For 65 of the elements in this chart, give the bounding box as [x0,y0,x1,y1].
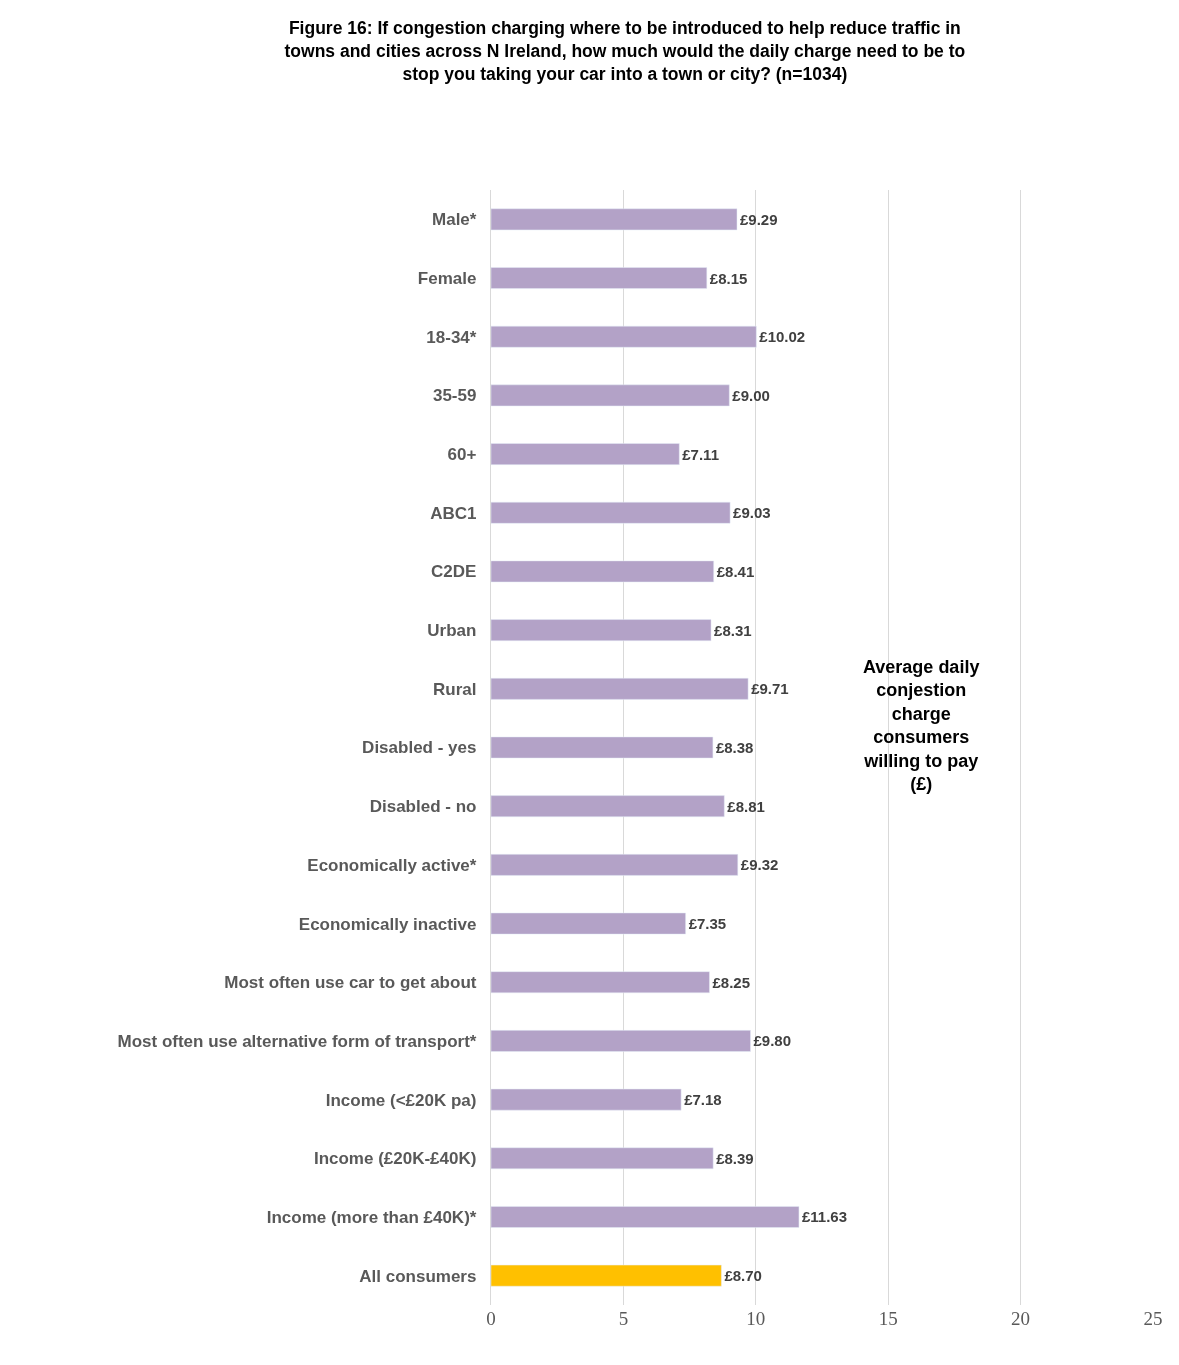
bar [491,1206,800,1228]
y-tick-label: Income (more than £40K)* [266,1207,477,1227]
data-label: £8.81 [727,797,765,815]
x-tick-label: 5 [618,1308,629,1329]
chart-title: Figure 16: If congestion charging where to be introduced to help reduce traffic in towns and cities across N Ireland, how much would the daily charge need to be to stop you taking your car into a town or city? (n=1034) [284,18,966,84]
data-label: £9.32 [740,856,779,874]
bar [491,501,731,524]
bar [491,325,757,348]
x-tick-label: 0 [486,1308,496,1329]
x-tick-label: 15 [878,1308,898,1329]
data-label: £8.39 [716,1149,754,1167]
data-label: £9.71 [751,680,789,698]
bar [491,971,710,994]
bar [491,619,712,641]
y-tick-label: Disabled - no [369,797,477,817]
bar [491,1030,751,1052]
data-label: £9.03 [733,504,771,522]
bar [491,1147,714,1170]
bar [491,1088,682,1111]
bar [491,384,730,407]
bar [491,1264,722,1287]
bar [491,267,708,289]
data-label: £7.11 [682,445,719,463]
bar [491,678,749,700]
annotation: Average daily conjestion charge consumers willing to pay (£) [863,657,980,794]
y-tick-label: C2DE [431,562,477,582]
bar [491,560,714,583]
data-label: £8.31 [714,621,752,639]
y-tick-label: 18-34* [426,327,477,347]
data-label: £9.00 [732,386,770,404]
y-tick-label: Female [417,268,477,288]
x-tick-label: 20 [1011,1308,1031,1329]
y-tick-label: ABC1 [430,503,477,523]
data-label: £9.80 [753,1032,792,1050]
y-tick-label: 60+ [447,445,477,465]
x-tick-label: 25 [1143,1308,1163,1329]
bar [491,443,680,465]
bar [491,795,725,817]
bar [491,854,739,876]
data-label: £7.18 [684,1091,722,1109]
bar [491,736,714,759]
y-tick-label: Male* [432,210,477,230]
data-label: £11.63 [801,1208,848,1226]
y-tick-label: Rural [432,679,477,699]
data-label: £9.29 [740,210,778,228]
data-label: £8.70 [724,1267,762,1285]
y-tick-label: Disabled - yes [362,738,477,758]
data-label: £8.38 [715,739,754,756]
data-label: £10.02 [759,328,806,346]
y-tick-label: Most often use car to get about [224,973,477,993]
x-tick-label: 10 [746,1308,766,1329]
y-tick-label: Income (£20K-£40K) [313,1149,477,1169]
data-label: £8.15 [709,269,748,287]
data-label: £8.41 [716,562,755,580]
y-tick-label: 35-59 [432,386,477,406]
y-tick-label: Income (<£20K pa) [325,1090,477,1110]
data-label: £7.35 [688,915,727,933]
y-tick-label: All consumers [359,1266,477,1286]
y-tick-label: Economically active* [307,855,477,875]
y-tick-label: Economically inactive [298,914,477,934]
y-tick-label: Most often use alternative form of transport* [117,1031,477,1051]
y-tick-label: Urban [427,621,477,641]
data-label: £8.25 [712,973,751,991]
bar [491,912,686,935]
bar [491,208,738,231]
